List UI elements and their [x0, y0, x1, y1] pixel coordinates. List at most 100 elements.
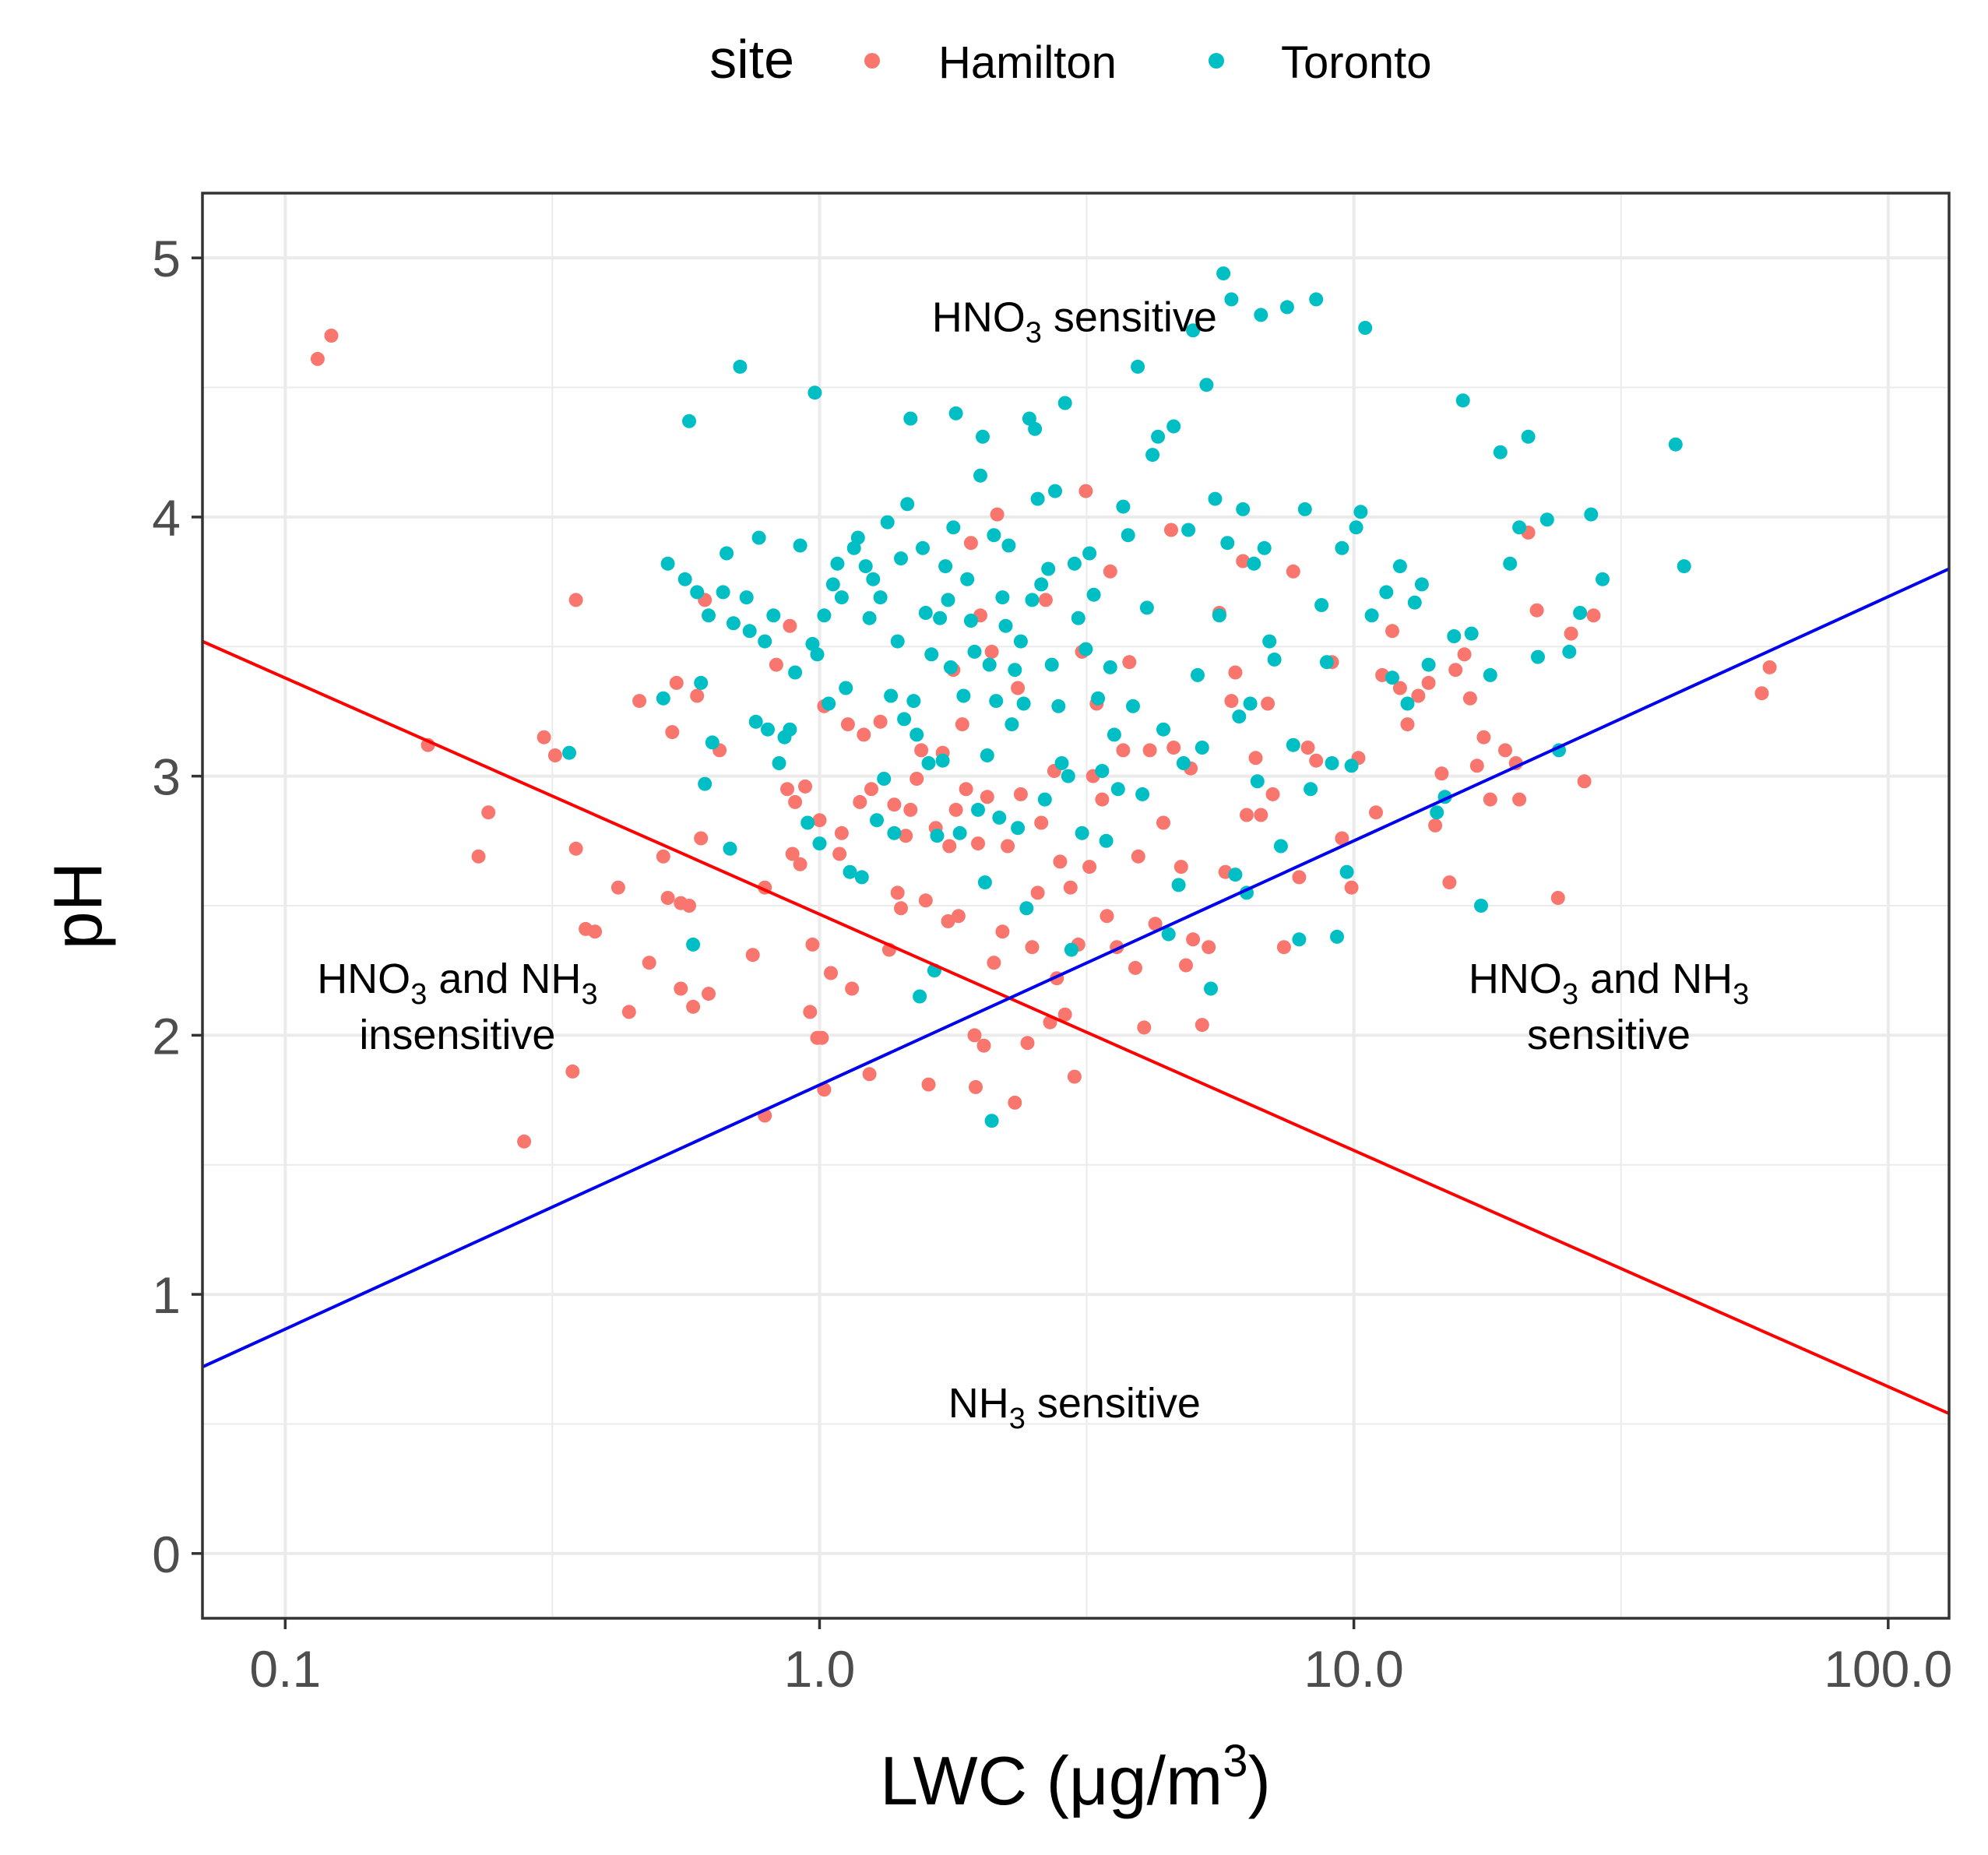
- point-toronto: [1099, 833, 1114, 848]
- point-toronto: [1304, 782, 1318, 797]
- point-toronto: [1596, 572, 1610, 586]
- point-toronto: [1071, 611, 1085, 625]
- point-hamilton: [656, 849, 670, 864]
- point-hamilton: [803, 1005, 818, 1019]
- point-toronto: [810, 647, 825, 662]
- point-toronto: [1493, 445, 1508, 459]
- point-hamilton: [853, 794, 867, 809]
- point-hamilton: [1186, 932, 1201, 947]
- point-hamilton: [1067, 1069, 1082, 1084]
- point-hamilton: [1400, 717, 1415, 732]
- point-toronto: [812, 836, 827, 851]
- point-hamilton: [910, 772, 924, 786]
- point-toronto: [723, 841, 737, 856]
- point-hamilton: [845, 981, 860, 996]
- point-hamilton: [1095, 792, 1110, 807]
- data-points: [310, 266, 1777, 1149]
- point-hamilton: [745, 948, 760, 963]
- point-toronto: [1344, 759, 1359, 773]
- point-toronto: [843, 864, 857, 879]
- point-toronto: [1001, 538, 1016, 553]
- point-toronto: [973, 468, 987, 483]
- point-toronto: [1156, 722, 1170, 737]
- point-hamilton: [1195, 1018, 1209, 1033]
- y-tick-label: 4: [152, 489, 181, 547]
- point-toronto: [805, 636, 820, 651]
- legend-key-hamilton: [864, 53, 880, 69]
- point-toronto: [800, 815, 815, 830]
- point-toronto: [793, 538, 808, 553]
- point-hamilton: [621, 1005, 636, 1019]
- point-hamilton: [805, 937, 820, 952]
- point-hamilton: [1063, 880, 1078, 895]
- point-hamilton: [967, 1028, 982, 1043]
- point-toronto: [913, 989, 927, 1004]
- point-hamilton: [1411, 688, 1426, 703]
- point-toronto: [656, 691, 670, 706]
- point-toronto: [943, 660, 958, 674]
- point-toronto: [984, 1114, 999, 1128]
- point-hamilton: [1392, 681, 1407, 695]
- grid-major: [202, 193, 1949, 1618]
- y-tick-label: 5: [152, 230, 181, 287]
- point-toronto: [1668, 437, 1683, 452]
- point-hamilton: [815, 1030, 829, 1045]
- point-toronto: [1228, 868, 1243, 882]
- point-hamilton: [980, 790, 994, 804]
- point-toronto: [935, 753, 950, 768]
- point-hamilton: [976, 1038, 991, 1053]
- point-toronto: [1379, 585, 1394, 600]
- point-toronto: [1339, 864, 1354, 879]
- point-toronto: [1041, 561, 1056, 576]
- point-hamilton: [1421, 675, 1436, 690]
- point-hamilton: [660, 891, 675, 905]
- point-hamilton: [690, 688, 705, 703]
- point-hamilton: [1292, 870, 1307, 885]
- point-hamilton: [1564, 626, 1578, 641]
- point-hamilton: [769, 657, 783, 672]
- point-toronto: [1392, 559, 1407, 574]
- point-toronto: [772, 756, 786, 770]
- point-hamilton: [1025, 940, 1040, 955]
- point-hamilton: [1142, 743, 1157, 758]
- point-hamilton: [1011, 681, 1026, 695]
- x-tick-label: 10.0: [1304, 1640, 1403, 1698]
- point-toronto: [834, 590, 849, 605]
- point-toronto: [921, 756, 936, 770]
- point-hamilton: [873, 714, 888, 729]
- point-toronto: [887, 825, 902, 840]
- point-toronto: [946, 520, 961, 535]
- y-axis-label: pH: [39, 862, 116, 950]
- point-toronto: [1067, 556, 1082, 571]
- point-hamilton: [984, 644, 999, 659]
- point-hamilton: [969, 1079, 983, 1094]
- point-hamilton: [1116, 743, 1131, 758]
- point-hamilton: [857, 727, 871, 742]
- point-toronto: [1407, 595, 1422, 610]
- point-toronto: [660, 556, 675, 571]
- point-toronto: [1013, 634, 1028, 649]
- point-hamilton: [517, 1134, 532, 1149]
- point-hamilton: [1001, 839, 1015, 854]
- point-toronto: [1008, 663, 1022, 678]
- point-hamilton: [1335, 831, 1349, 846]
- point-hamilton: [862, 1067, 877, 1082]
- point-hamilton: [1462, 691, 1477, 706]
- point-toronto: [1573, 606, 1588, 620]
- point-hamilton: [959, 782, 973, 797]
- point-hamilton: [899, 829, 913, 843]
- point-toronto: [1107, 727, 1121, 742]
- point-hamilton: [1224, 694, 1239, 709]
- point-toronto: [938, 559, 953, 574]
- point-toronto: [1309, 292, 1324, 307]
- point-toronto: [870, 813, 884, 828]
- point-hamilton: [1122, 655, 1137, 670]
- point-hamilton: [632, 694, 647, 709]
- point-hamilton: [1469, 759, 1484, 773]
- annotation-4-line-2: sensitive: [1527, 1012, 1691, 1058]
- point-toronto: [682, 414, 696, 428]
- point-toronto: [1204, 981, 1218, 996]
- point-hamilton: [324, 329, 339, 343]
- point-toronto: [817, 608, 832, 623]
- point-toronto: [1247, 556, 1261, 571]
